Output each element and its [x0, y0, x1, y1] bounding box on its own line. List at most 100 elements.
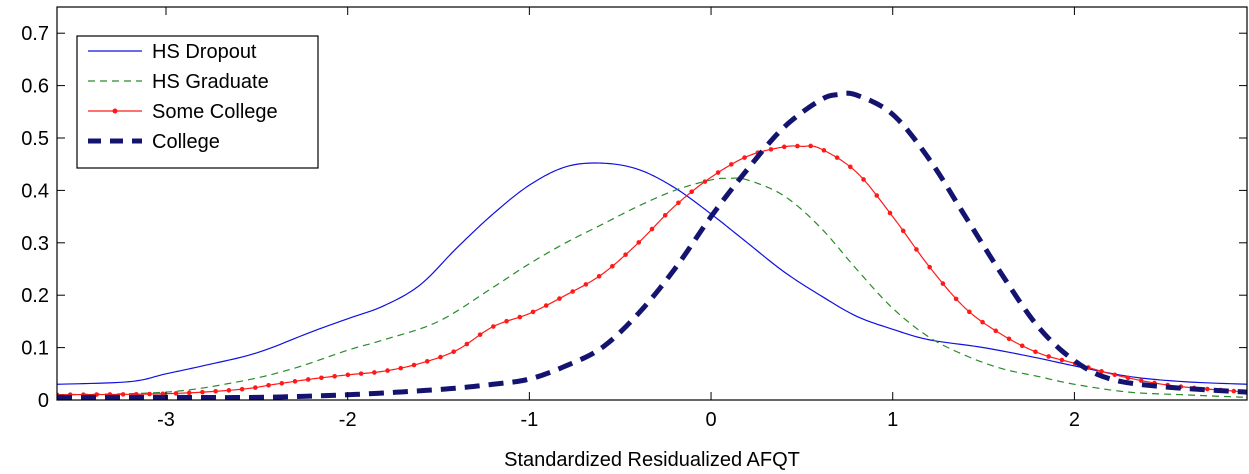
- series-point: [861, 177, 866, 182]
- series-line: [57, 162, 1247, 385]
- series-point: [1231, 388, 1237, 394]
- y-tick-label: 0.3: [21, 233, 49, 255]
- series-point: [768, 147, 774, 152]
- y-tick-label: 0.2: [21, 285, 49, 307]
- series-point: [715, 170, 721, 175]
- legend-items: HS Dropout HS Graduate Some College College: [88, 41, 278, 153]
- y-tick-label: 0.5: [21, 128, 49, 150]
- series-point: [583, 282, 589, 287]
- legend-label: Some College: [152, 101, 278, 123]
- series-0: [57, 162, 1247, 385]
- series-point: [940, 281, 946, 286]
- series-point: [874, 193, 880, 198]
- series-point: [1125, 375, 1131, 381]
- y-tick-label: 0: [38, 390, 49, 412]
- legend-entry: HS Dropout: [88, 41, 257, 63]
- series-line: [57, 177, 1247, 398]
- series-point: [147, 391, 152, 397]
- series-point: [385, 368, 390, 373]
- series-point: [914, 247, 919, 252]
- x-axis-label: Standardized Residualized AFQT: [504, 449, 800, 471]
- series-point: [927, 264, 932, 270]
- plot-frame: [56, 6, 1248, 401]
- series-3: [57, 90, 1247, 400]
- series-point: [398, 365, 404, 371]
- series-point: [451, 349, 456, 355]
- series-point: [993, 328, 999, 334]
- series-point: [464, 341, 470, 347]
- legend-entry: College: [88, 131, 220, 153]
- series-point: [1059, 357, 1065, 363]
- legend-marker: [112, 108, 118, 114]
- y-tick-label: 0.1: [21, 338, 49, 360]
- series-point: [702, 179, 708, 184]
- series-point: [1138, 378, 1144, 383]
- series-point: [200, 389, 205, 395]
- series-point: [821, 148, 827, 153]
- series-point: [662, 212, 668, 218]
- series-line: [57, 90, 1247, 400]
- series-point: [305, 377, 311, 382]
- x-tick-label: -3: [157, 409, 175, 431]
- series-point: [808, 143, 813, 149]
- y-tick-label: 0.7: [21, 23, 49, 45]
- series-point: [623, 252, 628, 257]
- series-point: [676, 200, 681, 206]
- series-point: [1046, 354, 1051, 359]
- legend-entry: HS Graduate: [88, 71, 269, 93]
- series-point: [491, 324, 496, 329]
- series-point: [279, 380, 285, 386]
- y-tick-label: 0.6: [21, 76, 49, 98]
- series-point: [332, 373, 337, 379]
- series-point: [781, 144, 787, 150]
- x-tick-label: 0: [705, 409, 716, 431]
- series-point: [424, 359, 430, 364]
- series-point: [557, 296, 562, 301]
- series-point: [636, 240, 642, 245]
- series-point: [1205, 386, 1210, 392]
- legend-label: College: [152, 131, 220, 153]
- series-point: [980, 319, 985, 325]
- series-point: [120, 392, 126, 397]
- x-tick-label: 2: [1069, 409, 1080, 431]
- series-1: [57, 177, 1247, 398]
- series-point: [226, 388, 232, 393]
- legend-label: HS Dropout: [152, 41, 257, 63]
- y-tick-label: 0.4: [21, 180, 49, 202]
- series-point: [477, 332, 483, 337]
- series-point: [266, 383, 271, 388]
- series-point: [292, 379, 298, 384]
- x-tick-label: -1: [520, 409, 538, 431]
- series-point: [504, 318, 509, 324]
- series-point: [795, 143, 800, 149]
- series-point: [742, 155, 747, 160]
- x-tick-label: 1: [887, 409, 898, 431]
- series-point: [953, 296, 959, 302]
- series-point: [848, 164, 853, 170]
- legend-label: HS Graduate: [152, 71, 269, 93]
- series-point: [570, 289, 575, 294]
- series-point: [1099, 369, 1104, 374]
- legend-box: [76, 35, 319, 169]
- ticks-layer: -3 -2 -1 0 1 2 0 0.1 0.2 0.3 0.4 0.5 0.6 0.7: [21, 7, 1247, 431]
- series-point: [253, 385, 258, 390]
- series-point: [239, 386, 245, 392]
- series-point: [649, 226, 655, 232]
- x-tick-label: -2: [339, 409, 357, 431]
- series-point: [596, 273, 602, 279]
- series-point: [438, 354, 443, 360]
- series-layer: [57, 90, 1247, 400]
- series-point: [610, 263, 615, 269]
- series-2: [57, 143, 1247, 398]
- series-point: [345, 372, 351, 378]
- series-point: [372, 370, 377, 375]
- series-point: [411, 362, 417, 368]
- series-line: [57, 145, 1247, 396]
- series-point: [967, 309, 972, 315]
- series-point: [1112, 372, 1118, 378]
- series-point: [834, 155, 840, 160]
- series-point: [1019, 343, 1025, 349]
- legend: HS Dropout HS Graduate Some College College: [76, 35, 319, 169]
